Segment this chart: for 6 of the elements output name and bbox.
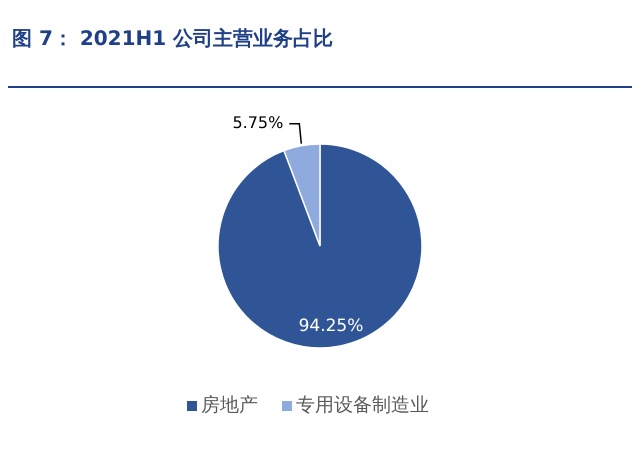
legend-label: 专用设备制造业 bbox=[296, 394, 429, 416]
pie-slice bbox=[217, 143, 423, 349]
data-label: 5.75% bbox=[232, 113, 284, 132]
chart-title: 图 7： 2021H1 公司主营业务占比 bbox=[11, 24, 334, 52]
data-label: 94.25% bbox=[298, 316, 364, 336]
legend-label: 房地产 bbox=[201, 394, 258, 416]
